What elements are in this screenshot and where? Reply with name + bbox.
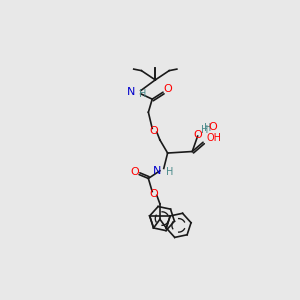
Text: O: O bbox=[193, 130, 202, 140]
Text: H: H bbox=[201, 125, 208, 135]
Text: N: N bbox=[153, 166, 161, 176]
Text: O: O bbox=[149, 126, 158, 136]
Text: H: H bbox=[204, 123, 211, 134]
Text: H: H bbox=[139, 89, 146, 99]
Text: OH: OH bbox=[206, 133, 221, 142]
Text: O: O bbox=[163, 84, 172, 94]
Text: N: N bbox=[127, 87, 135, 97]
Text: O: O bbox=[130, 167, 139, 176]
Text: O: O bbox=[149, 189, 158, 199]
Text: O: O bbox=[208, 122, 217, 132]
Text: H: H bbox=[166, 167, 173, 177]
